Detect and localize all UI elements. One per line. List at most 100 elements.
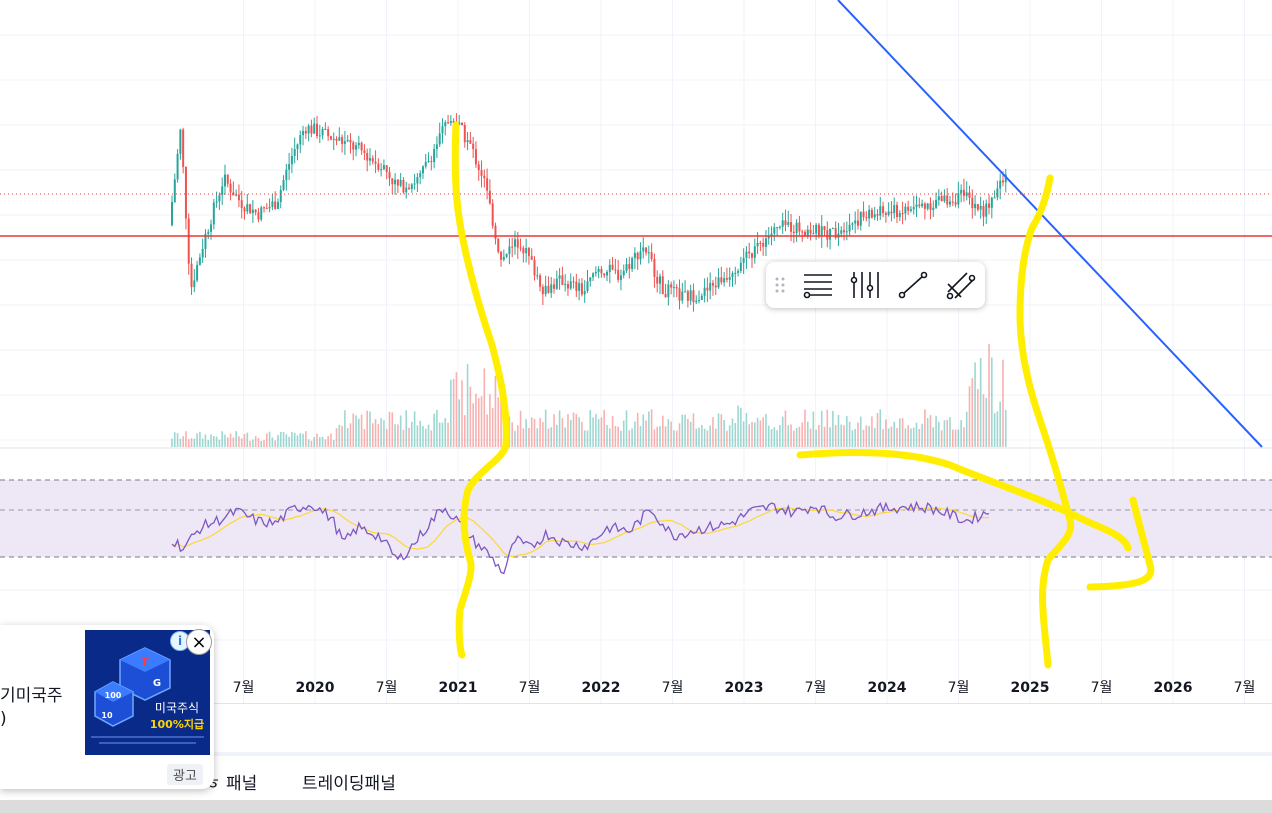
candle-body — [424, 161, 427, 167]
candle-body — [711, 282, 714, 286]
volume-bar — [893, 421, 896, 447]
volume-bar — [226, 437, 229, 447]
candle-body — [879, 206, 882, 216]
volume-bar — [890, 426, 893, 447]
candle-body — [767, 236, 770, 239]
horizontal-lines-icon[interactable] — [794, 265, 842, 305]
volume-bar — [837, 414, 840, 447]
volume-bar — [932, 427, 935, 447]
tab-trading-panel[interactable]: 트레이딩패널 — [302, 774, 396, 794]
candle-body — [321, 128, 324, 136]
candle-body — [388, 172, 391, 179]
candle-body — [290, 155, 293, 165]
volume-bar — [993, 413, 996, 447]
candle-body — [405, 187, 408, 193]
volume-bar — [335, 428, 338, 447]
candle-body — [809, 229, 812, 234]
volume-bar — [949, 417, 951, 447]
volume-bar — [260, 440, 263, 447]
volume-bar — [667, 419, 670, 447]
volume-bar — [553, 414, 555, 447]
volume-bar — [581, 421, 583, 447]
tab-panel[interactable]: ㅎ 패널 — [205, 774, 258, 794]
volume-bar — [991, 357, 993, 447]
ad-subheadline: 100%지급 — [150, 717, 204, 731]
candle-body — [207, 231, 210, 234]
volume-bar — [854, 429, 856, 447]
candle-body — [982, 205, 985, 217]
ad-card[interactable]: 기미국주 ) T G 100 10 미국주식 100%지급 i × 광고 — [0, 625, 214, 789]
volume-bar — [190, 438, 193, 447]
volume-bar — [352, 413, 355, 447]
x-tick-label: 7월 — [519, 680, 541, 696]
candle-body — [472, 143, 475, 150]
x-tick-label: 7월 — [805, 680, 827, 696]
candle-body — [505, 254, 508, 257]
candle-body — [695, 300, 698, 303]
candle-body — [856, 220, 859, 226]
candle-body — [795, 222, 798, 234]
highlight-stroke — [1086, 496, 1155, 591]
drag-grip-icon[interactable] — [766, 276, 794, 294]
candle-body — [452, 121, 455, 123]
highlighter-marks — [451, 121, 1155, 669]
trend-line-icon[interactable] — [889, 265, 937, 305]
candle-body — [430, 161, 433, 163]
volume-bar — [759, 420, 762, 447]
candle-body — [787, 222, 790, 225]
svg-text:10: 10 — [101, 711, 113, 720]
volume-bar — [547, 428, 550, 447]
candle-body — [441, 126, 444, 134]
x-tick-label: 2024 — [868, 680, 907, 696]
volume-bar — [213, 436, 215, 447]
candle-body — [725, 278, 728, 280]
eraser-lines-icon[interactable] — [937, 265, 985, 305]
candle-body — [366, 152, 369, 161]
candle-body — [561, 275, 564, 285]
candle-body — [226, 174, 229, 184]
volume-bar — [282, 432, 285, 447]
volume-bar — [924, 409, 926, 447]
price-chart[interactable]: 7월 2020 7월 2021 7월 2022 7월 2023 7월 2024 7월 2025 7월 20… — [0, 0, 1272, 704]
volume-bar — [779, 425, 781, 447]
highlight-stroke — [796, 448, 1132, 552]
volume-bar — [246, 432, 249, 447]
volume-bar — [201, 438, 204, 447]
candle-body — [670, 284, 673, 288]
candle-body — [569, 281, 572, 289]
volume-bar — [193, 438, 196, 447]
ad-close-icon[interactable]: × — [186, 629, 212, 655]
volume-bar — [363, 429, 366, 447]
volume-bar — [728, 425, 731, 447]
volume-bar — [846, 416, 848, 447]
volume-bar — [957, 429, 960, 447]
candle-body — [566, 284, 569, 289]
volume-bar — [709, 425, 711, 447]
volume-bar — [628, 430, 631, 447]
candle-body — [988, 203, 991, 208]
volume-bar — [277, 434, 279, 447]
candle-body — [594, 271, 597, 274]
volume-bar — [695, 428, 698, 447]
candle-body — [645, 247, 648, 253]
volume-bar — [748, 424, 751, 447]
volume-bar — [279, 431, 282, 447]
candle-body — [316, 123, 319, 137]
volume-bar — [832, 410, 834, 447]
candle-body — [212, 202, 215, 225]
volume-bar — [611, 416, 614, 447]
volume-bar — [514, 430, 516, 447]
ad-headline: 미국주식 — [155, 701, 199, 715]
volume-bar — [221, 431, 223, 447]
candle-body — [700, 295, 703, 300]
volume-bar — [692, 413, 695, 447]
candle-body — [918, 204, 921, 207]
candle-body — [901, 213, 904, 215]
candle-body — [363, 150, 366, 153]
volume-bar — [397, 424, 399, 447]
volume-bar — [424, 428, 427, 447]
trend-line[interactable] — [837, 0, 1263, 448]
vertical-bars-icon[interactable] — [842, 265, 890, 305]
volume-bar — [684, 414, 686, 447]
candle-body — [600, 268, 603, 274]
